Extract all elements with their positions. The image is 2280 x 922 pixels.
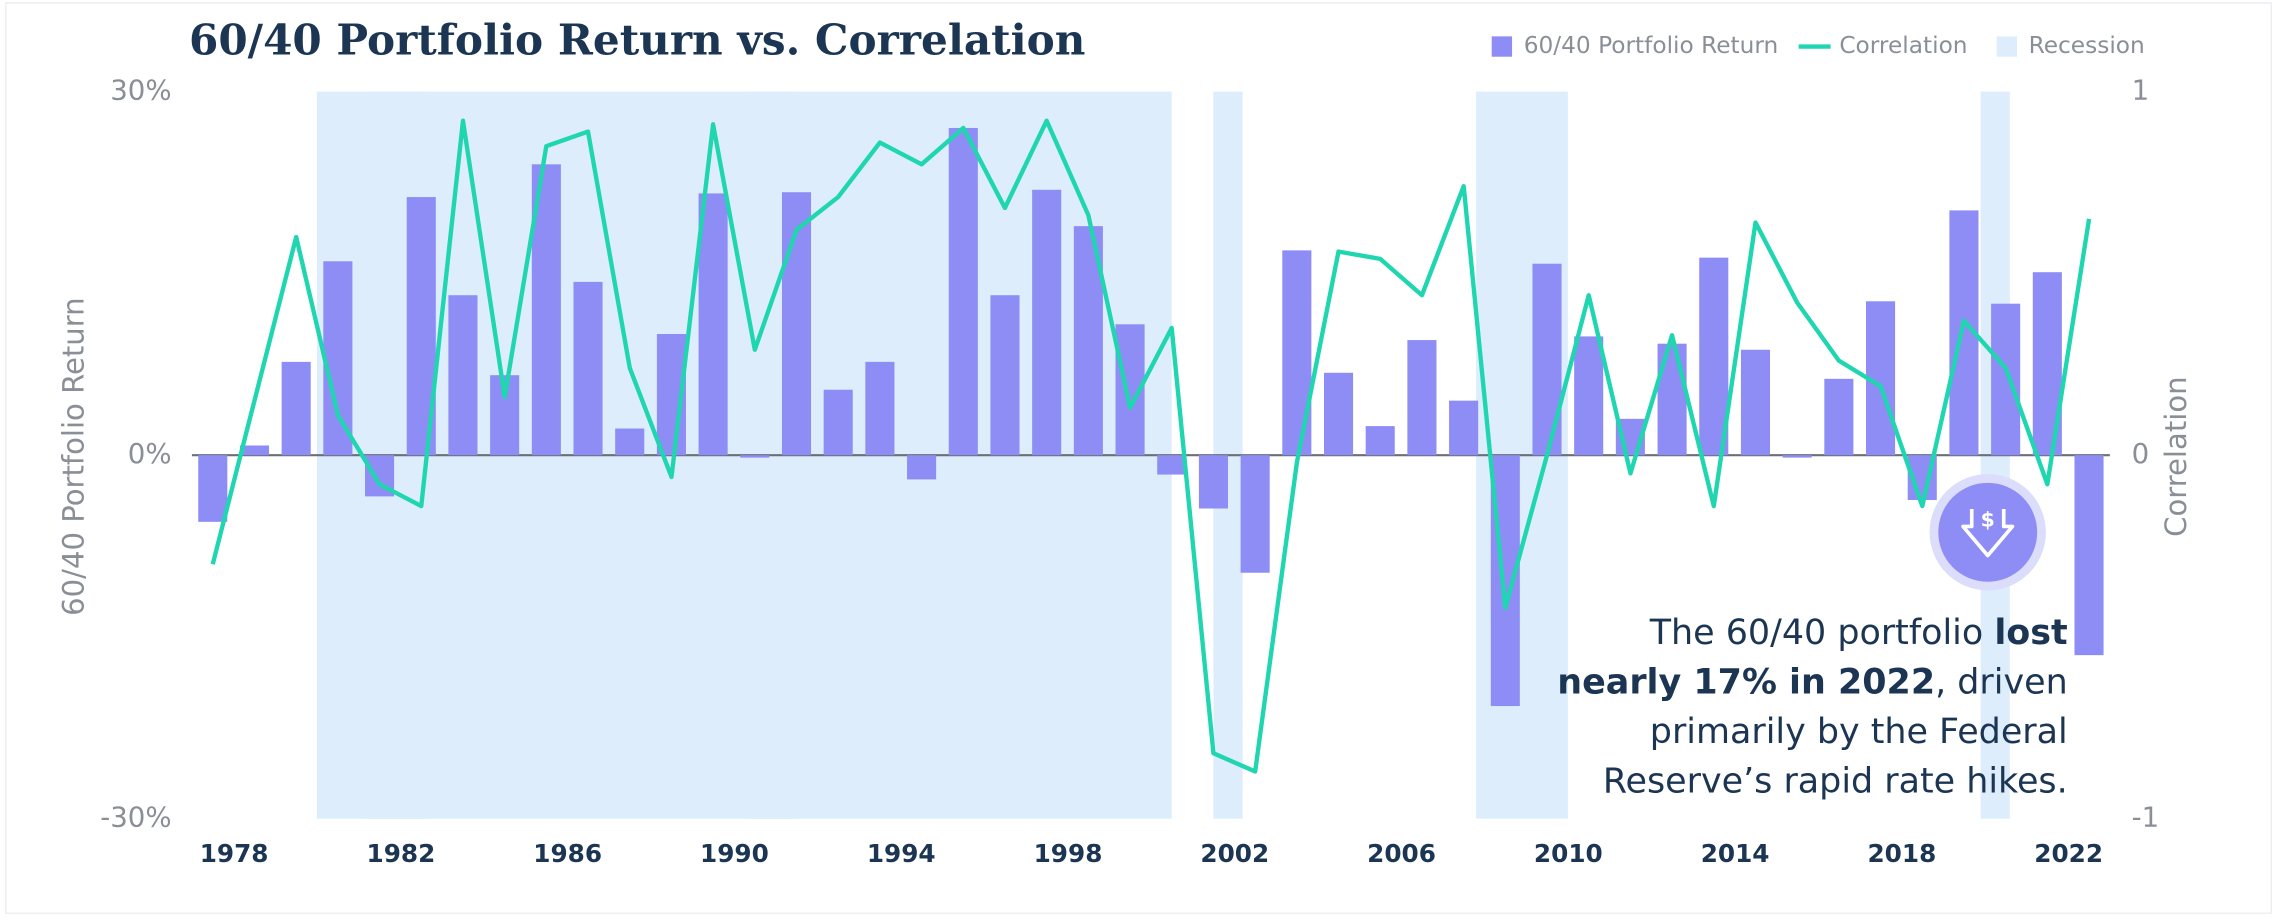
bar [1282,250,1312,456]
icon: $ [1929,474,2046,591]
bar [1532,263,1562,456]
correlation-line [210,118,2092,774]
bar [1157,455,1187,475]
x-tick-label: 1998 [1034,839,1103,868]
bar [1824,378,1854,456]
bar [1240,455,1270,573]
bar [1407,340,1437,456]
x-tick-label: 2018 [1867,839,1936,868]
bar [573,281,603,456]
bar [1365,426,1395,456]
x-tick-label: 2006 [1367,839,1436,868]
annotation-text: nearly 17% in 2022 [1557,663,1935,703]
x-tick-label: 1982 [366,839,435,868]
bar [698,193,728,456]
bar [1032,189,1062,456]
annotation-text: , driven [1935,663,2068,703]
x-tick-label: 1978 [200,839,269,868]
bar [615,428,645,456]
annotation-line: primarily by the Federal [1650,712,2068,752]
legend-label: 60/40 Portfolio Return [1524,32,1779,59]
legend-swatch [1491,36,1513,57]
x-tick-label: 2022 [2034,839,2103,868]
annotation-text: Reserve’s rapid rate hikes. [1603,761,2068,801]
bar [823,389,853,456]
y-tick-label: -30% [100,801,171,834]
bar [448,295,478,456]
annotation-text: primarily by the Federal [1650,712,2068,752]
y2-tick-label: 0 [2132,437,2150,470]
svg-text:$: $ [1981,508,1995,532]
annotation-line: nearly 17% in 2022, driven [1557,663,2067,703]
bar [239,445,270,456]
bar [1699,257,1729,456]
bar [1323,372,1354,456]
bar [281,361,311,456]
legend-label: Correlation [1839,32,1967,59]
y2-tick-label: 1 [2132,74,2150,107]
bar [990,295,1020,456]
legend-swatch [1996,36,2017,57]
x-tick-label: 2014 [1701,839,1770,868]
bar [198,455,228,522]
annotation-text: lost [1994,613,2067,653]
bar [1991,303,2021,456]
x-tick-label: 2002 [1200,839,1269,868]
x-tick-label: 1990 [700,839,769,868]
x-tick-label: 2010 [1534,839,1603,868]
y-tick-label: 0% [128,437,172,470]
bar [907,455,937,480]
bar [865,361,895,456]
y2-tick-label: -1 [2132,801,2160,834]
annotation-line: The 60/40 portfolio lost [1649,613,2068,653]
bar [1657,343,1687,456]
bar [740,455,770,458]
bar [1198,455,1228,509]
bar [1782,455,1812,458]
y-tick-label: 30% [110,74,171,107]
x-tick-label: 1994 [867,839,936,868]
y-axis-title: 60/40 Portfolio Return [57,297,91,615]
bar [2074,455,2104,656]
annotation-line: Reserve’s rapid rate hikes. [1603,761,2068,801]
legend-label: Recession [2029,32,2145,59]
y2-axis-title: Correlation [2159,376,2193,536]
bar [1449,400,1479,456]
bar [948,127,978,456]
bar [1740,349,1771,456]
chart-title: 60/40 Portfolio Return vs. Correlation [189,15,1085,65]
x-tick-label: 1986 [533,839,602,868]
bar [323,261,353,456]
annotation-text: The 60/40 portfolio [1649,613,1995,653]
bar [1574,336,1604,456]
